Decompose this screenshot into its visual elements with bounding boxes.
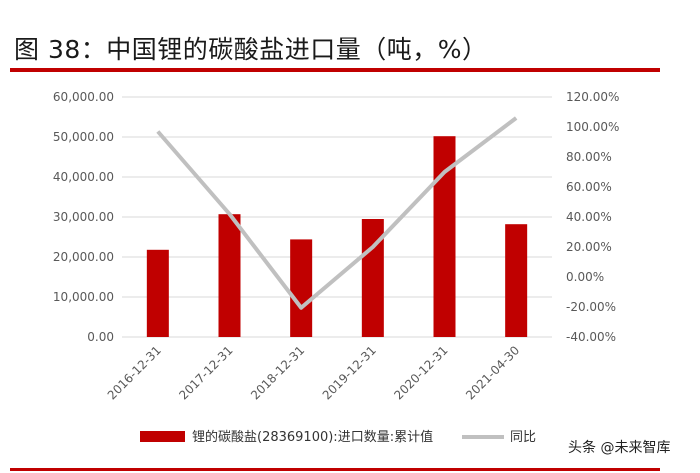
- y-left-tick-label: 40,000.00: [53, 170, 114, 184]
- x-tick-label: 2017-12-31: [176, 343, 235, 402]
- y-left-tick-label: 30,000.00: [53, 210, 114, 224]
- y-right-tick-label: 100.00%: [566, 120, 619, 134]
- y-left-tick-label: 0.00: [87, 330, 114, 344]
- title-divider: [10, 68, 660, 72]
- bottom-divider: [10, 468, 660, 471]
- y-right-tick-label: 80.00%: [566, 150, 612, 164]
- watermark: 头条 @未来智库: [568, 437, 671, 457]
- legend-bar-label: 锂的碳酸盐(28369100):进口数量:累计值: [192, 429, 433, 445]
- y-right-tick-label: -40.00%: [566, 330, 616, 344]
- y-left-tick-label: 20,000.00: [53, 250, 114, 264]
- legend-bar-swatch: [140, 431, 185, 442]
- legend-line-label: 同比: [510, 430, 536, 445]
- y-left-tick-label: 60,000.00: [53, 90, 114, 104]
- y-right-tick-label: 0.00%: [566, 270, 604, 284]
- chart-title: 图 38：中国锂的碳酸盐进口量（吨，%）: [14, 35, 488, 64]
- y-right-tick-label: 40.00%: [566, 210, 612, 224]
- bar: [290, 239, 313, 337]
- bar: [218, 214, 241, 337]
- y-right-tick-label: 60.00%: [566, 180, 612, 194]
- x-tick-label: 2021-04-30: [463, 343, 522, 402]
- bar: [433, 136, 456, 337]
- y-right-tick-label: 120.00%: [566, 90, 619, 104]
- y-right-tick-label: 20.00%: [566, 240, 612, 254]
- x-tick-label: 2020-12-31: [391, 343, 450, 402]
- x-tick-label: 2016-12-31: [105, 343, 164, 402]
- bar: [505, 224, 528, 337]
- x-tick-label: 2018-12-31: [248, 343, 307, 402]
- x-tick-label: 2019-12-31: [320, 343, 379, 402]
- y-right-tick-label: -20.00%: [566, 300, 616, 314]
- y-left-tick-label: 10,000.00: [53, 290, 114, 304]
- bar: [361, 219, 384, 337]
- yoy-line: [156, 116, 518, 310]
- y-left-tick-label: 50,000.00: [53, 130, 114, 144]
- bar: [146, 249, 169, 337]
